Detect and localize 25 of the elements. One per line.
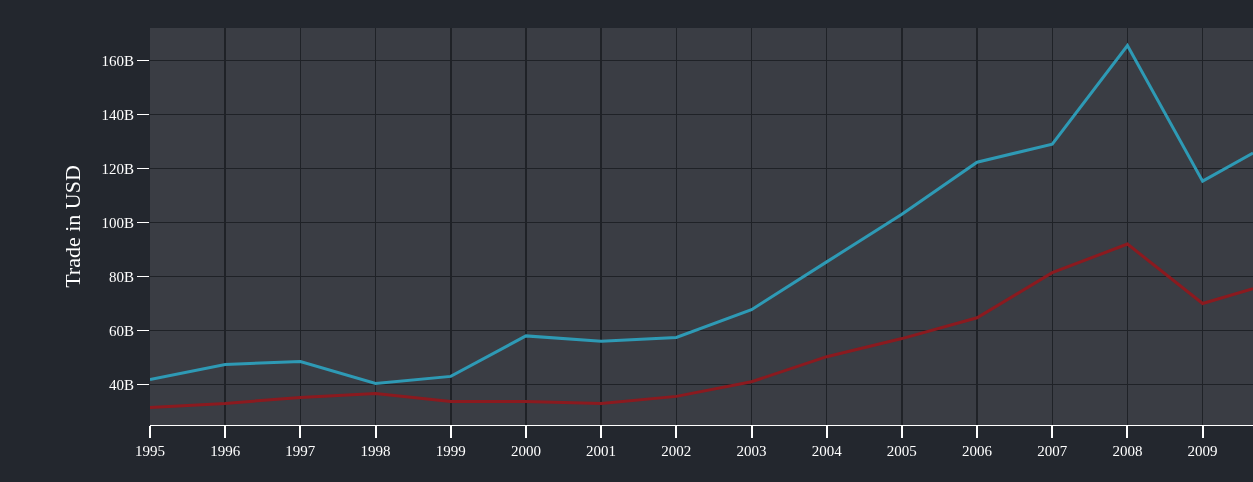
x-tick-label: 1995	[135, 443, 165, 459]
y-tick-label: 140B	[101, 106, 134, 123]
y-tick-label: 60B	[108, 322, 134, 339]
x-tick-label: 1997	[285, 443, 316, 459]
line-series	[150, 44, 1253, 385]
x-tick-label: 2000	[510, 443, 541, 459]
x-tick-label: 2009	[1187, 443, 1218, 459]
x-tick-label: 2001	[586, 443, 617, 459]
y-tick-label: 120B	[101, 160, 134, 177]
x-tick-label: 2005	[886, 443, 917, 459]
x-tick-label: 1999	[435, 443, 466, 459]
y-tick-label: 80B	[108, 268, 134, 285]
x-tick-label: 2008	[1112, 443, 1143, 459]
x-tick-label: 2006	[962, 443, 993, 459]
x-tick-label: 2004	[811, 443, 843, 459]
x-tick-label: 2003	[736, 443, 767, 459]
x-tick-label: 1998	[360, 443, 391, 459]
y-tick-label: 40B	[108, 376, 134, 393]
y-tick-label: 160B	[101, 52, 134, 69]
y-axis-title: Trade in USD	[60, 165, 86, 288]
y-tick-label: 100B	[101, 214, 134, 231]
x-tick-label: 2002	[661, 443, 692, 459]
x-tick-label: 1996	[210, 443, 241, 459]
line-series	[150, 242, 1253, 409]
x-tick-label: 2007	[1037, 443, 1068, 459]
